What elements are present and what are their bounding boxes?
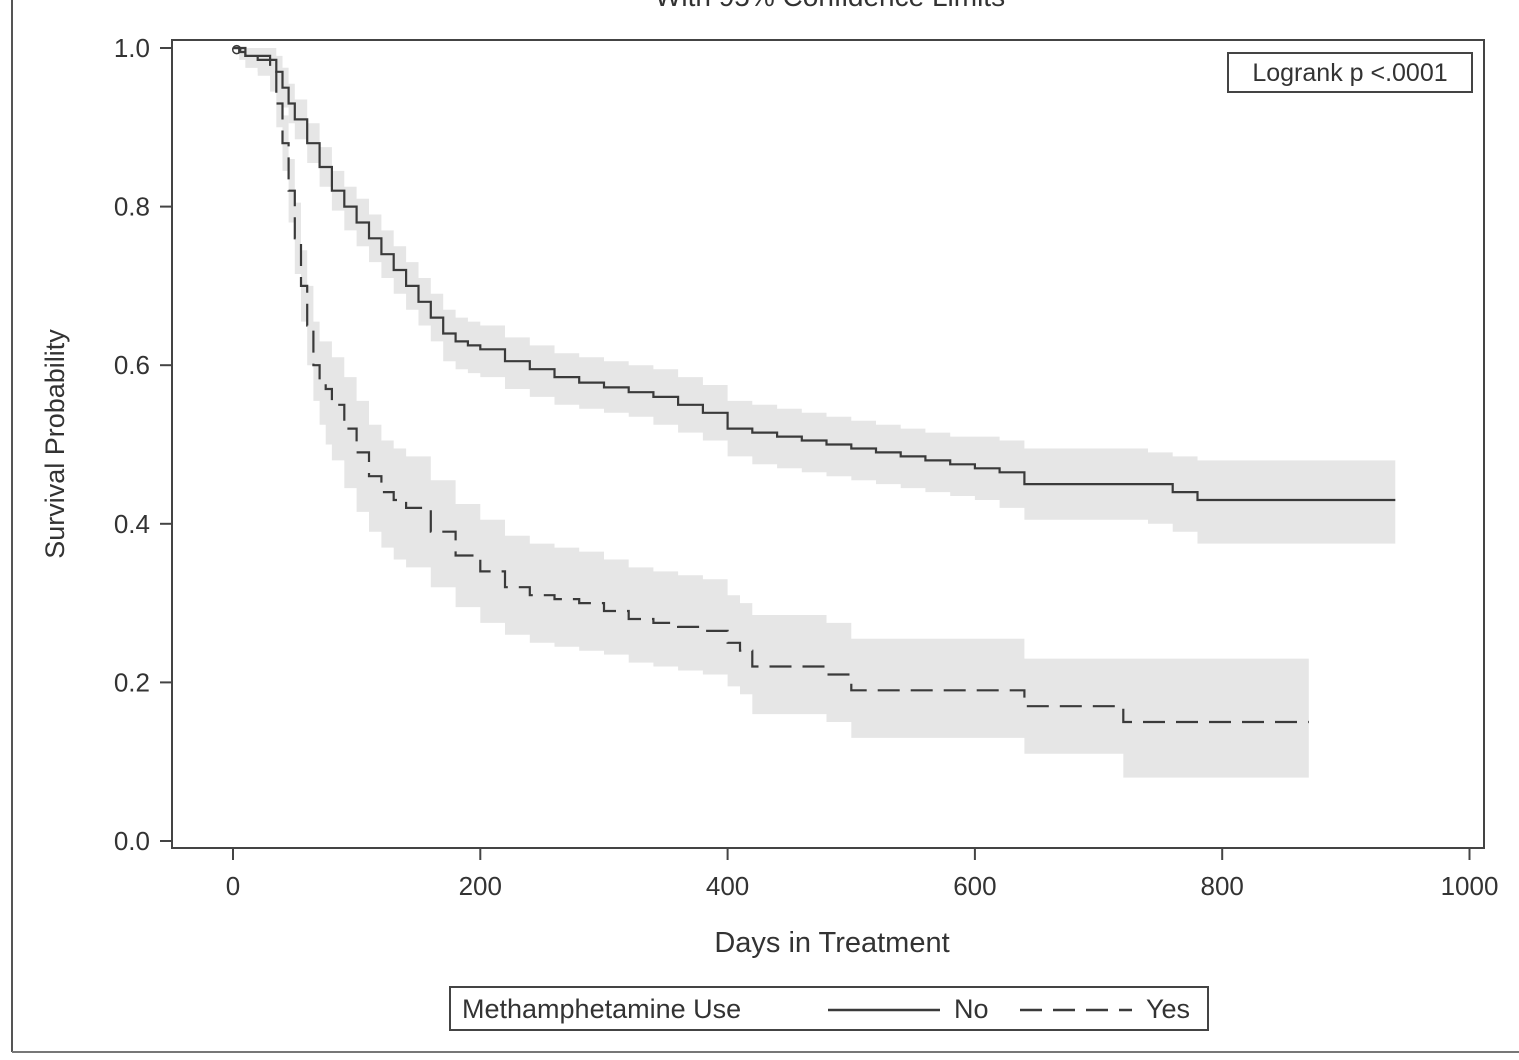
chart-subtitle: With 95% Confidence Limits xyxy=(655,0,1005,12)
confidence-band-yes xyxy=(233,48,1309,778)
x-tick-label: 400 xyxy=(706,871,749,901)
x-tick-label: 600 xyxy=(953,871,996,901)
y-tick-label: 1.0 xyxy=(114,33,150,63)
legend-box xyxy=(449,986,1209,1031)
x-axis-label: Days in Treatment xyxy=(714,927,949,959)
x-tick-label: 200 xyxy=(459,871,502,901)
y-tick-label: 0.0 xyxy=(114,826,150,856)
censor-mark xyxy=(231,44,242,55)
survival-line-no xyxy=(233,46,1396,502)
x-tick-label: 800 xyxy=(1201,871,1244,901)
y-axis-label: Survival Probability xyxy=(40,329,70,559)
confidence-bands xyxy=(233,48,1396,778)
y-tick-label: 0.2 xyxy=(114,667,150,697)
confidence-band-no xyxy=(233,48,1396,544)
survival-lines xyxy=(231,44,1396,724)
x-tick-label: 0 xyxy=(226,871,240,901)
x-axis: 0 200 400 600 800 1000 xyxy=(226,848,1499,901)
legend: Methamphetamine Use No Yes xyxy=(449,986,1209,1031)
x-tick-label: 1000 xyxy=(1441,871,1499,901)
legend-label-yes: Yes xyxy=(1146,994,1190,1024)
y-tick-label: 0.4 xyxy=(114,509,150,539)
survival-line-yes xyxy=(233,46,1309,724)
y-tick-label: 0.8 xyxy=(114,192,150,222)
logrank-annotation: Logrank p <.0001 xyxy=(1227,52,1473,93)
plot-area xyxy=(171,39,1485,849)
legend-label-no: No xyxy=(954,994,989,1024)
y-axis: 0.0 0.2 0.4 0.6 0.8 1.0 xyxy=(114,33,172,856)
y-tick-label: 0.6 xyxy=(114,350,150,380)
annotation-text: Logrank p <.0001 xyxy=(1252,59,1447,87)
annotation-box xyxy=(1227,52,1473,93)
legend-title: Methamphetamine Use xyxy=(462,994,741,1024)
